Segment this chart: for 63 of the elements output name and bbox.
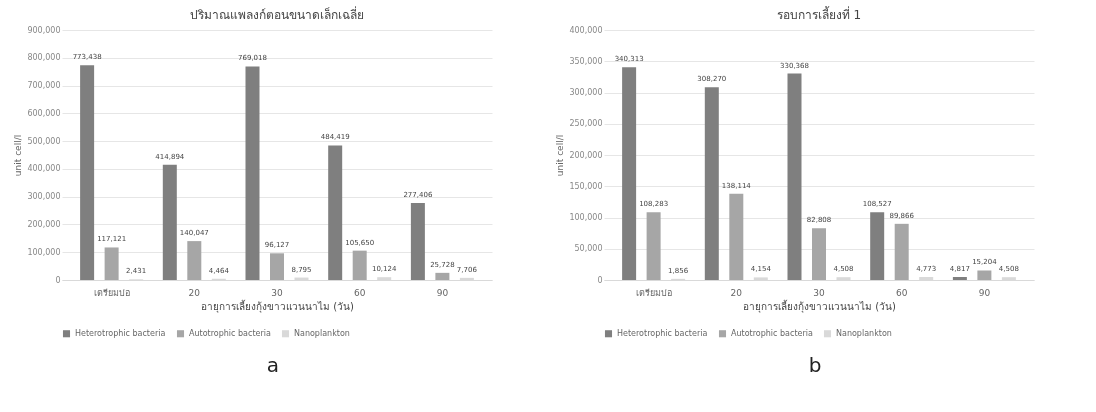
bar xyxy=(352,250,367,280)
x-tick-label: 90 xyxy=(978,287,991,298)
y-tick-label: 200,000 xyxy=(569,150,603,160)
bar xyxy=(162,164,177,280)
y-tick-label: 900,000 xyxy=(27,25,61,35)
bar xyxy=(187,241,202,280)
bar xyxy=(812,228,826,280)
y-tick-label: 500,000 xyxy=(27,136,61,146)
legend-label: Heterotrophic bacteria xyxy=(617,328,708,338)
y-tick-label: 100,000 xyxy=(27,247,61,257)
x-tick-label: 60 xyxy=(895,287,908,298)
y-tick-label: 350,000 xyxy=(569,56,603,66)
y-tick-label: 100,000 xyxy=(569,213,603,222)
y-axis-title: unit cell/l xyxy=(555,134,566,177)
y-tick-label: 700,000 xyxy=(27,81,61,91)
x-tick-label: เตรียมบ่อ xyxy=(635,287,672,298)
bar xyxy=(646,212,661,280)
y-tick-label: 400,000 xyxy=(27,164,61,174)
bar xyxy=(952,276,967,280)
legend-label: Nanoplankton xyxy=(836,328,892,338)
x-axis-title: อายุการเลี้ยงกุ้งขาวแวนนาไม (วัน) xyxy=(201,298,355,313)
x-tick-label: 20 xyxy=(188,287,201,298)
bar xyxy=(894,223,909,280)
y-tick-label: 50,000 xyxy=(574,244,603,254)
y-tick-label: 300,000 xyxy=(27,192,61,202)
y-tick-label: 300,000 xyxy=(569,88,603,97)
bar xyxy=(870,212,885,280)
bar xyxy=(787,73,802,280)
text: a xyxy=(265,353,281,377)
y-tick-label: 250,000 xyxy=(569,119,603,129)
x-tick-label: 20 xyxy=(730,287,743,298)
y-tick-label: 200,000 xyxy=(27,219,61,229)
x-tick-label: เตรียมบ่อ xyxy=(93,287,130,298)
y-tick-label: 0 xyxy=(55,275,61,285)
x-tick-label: 90 xyxy=(436,287,449,298)
y-tick-label: 0 xyxy=(597,275,603,285)
bar xyxy=(104,247,119,280)
text: b xyxy=(807,353,823,377)
x-tick-label: 60 xyxy=(353,287,366,298)
legend-label: Autotrophic bacteria xyxy=(189,328,271,338)
bar xyxy=(977,270,992,280)
chart-title: รอบการเลี้ยงที่ 1 xyxy=(776,6,862,22)
bar xyxy=(622,67,637,280)
y-tick-label: 150,000 xyxy=(569,181,603,191)
legend-label: Autotrophic bacteria xyxy=(731,328,813,338)
x-axis-title: อายุการเลี้ยงกุ้งขาวแวนนาไม (วัน) xyxy=(743,298,897,313)
legend-label: Nanoplankton xyxy=(294,328,350,338)
chart-title: ปริมาณแพลงก์ตอนขนาดเล็กเฉลี่ย xyxy=(190,6,364,22)
bar xyxy=(410,202,425,280)
bar xyxy=(729,193,744,280)
legend-label: Heterotrophic bacteria xyxy=(75,328,166,338)
bar xyxy=(328,145,343,280)
bar xyxy=(270,253,284,280)
x-tick-label: 30 xyxy=(813,287,825,298)
bar xyxy=(80,65,95,280)
bar xyxy=(245,66,260,280)
y-axis-title: unit cell/l xyxy=(13,134,24,177)
bar xyxy=(704,87,719,280)
y-tick-label: 400,000 xyxy=(569,25,603,35)
y-tick-label: 800,000 xyxy=(27,53,61,63)
x-tick-label: 30 xyxy=(271,287,283,298)
y-tick-label: 600,000 xyxy=(27,108,61,118)
bar xyxy=(435,272,450,280)
